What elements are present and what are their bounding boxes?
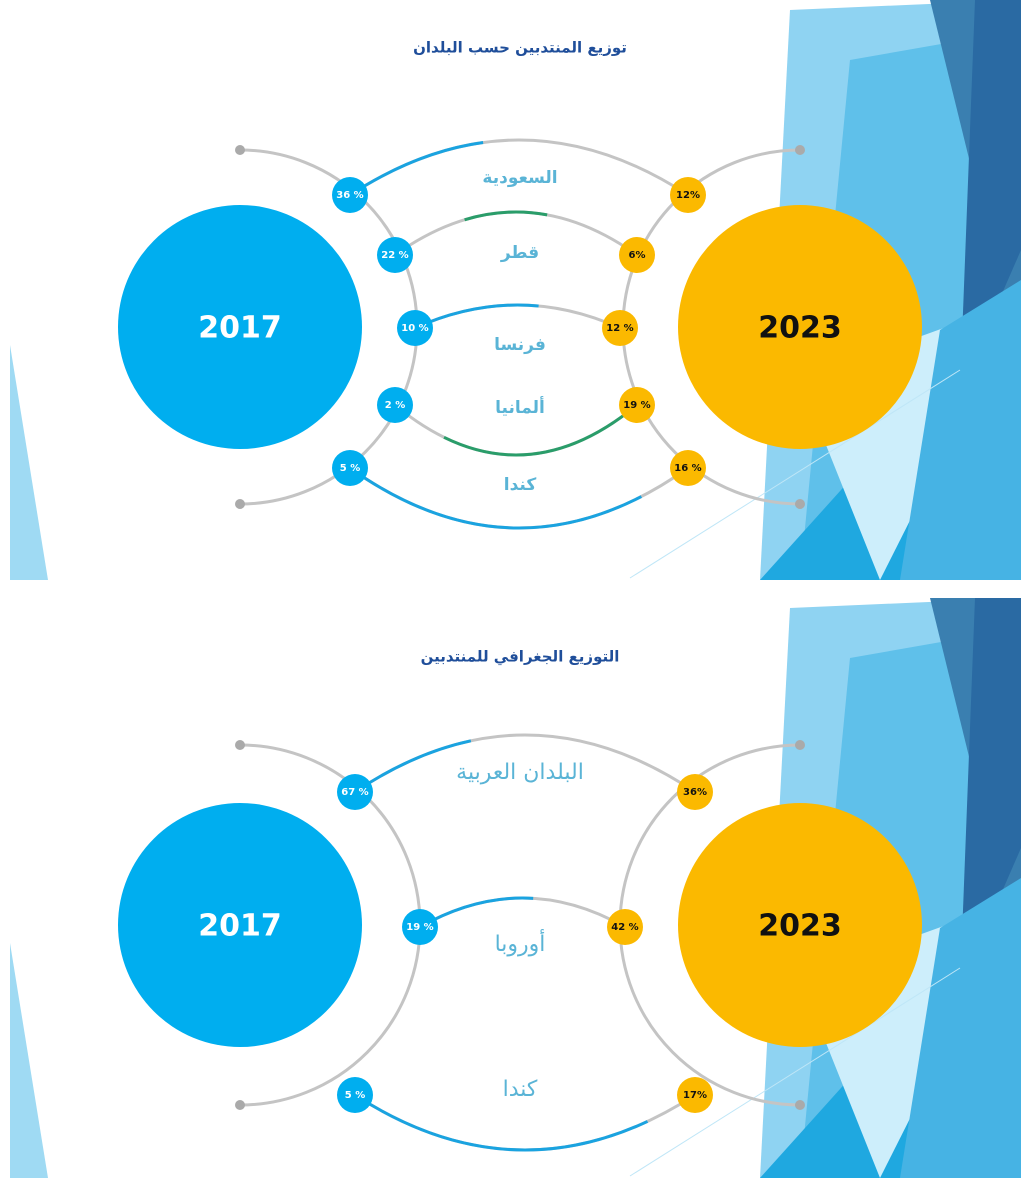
left-year-circle	[118, 803, 362, 1047]
connector-highlight	[354, 1093, 696, 1152]
left-percent: 36 %	[336, 190, 363, 201]
right-badge	[602, 310, 638, 346]
row-name: فرنسا	[494, 335, 546, 355]
end-dot	[235, 1100, 245, 1110]
row-name: البلدان العربية	[456, 760, 584, 785]
right-badge	[677, 774, 713, 810]
slide-title: التوزيع الجغرافي للمنتدبين	[421, 648, 620, 666]
left-badge	[332, 177, 368, 213]
right-badge	[607, 909, 643, 945]
left-badge	[332, 450, 368, 486]
slide-title: توزيع المنتدبين حسب البلدان	[413, 39, 627, 57]
connector-highlight	[419, 896, 626, 929]
right-percent: 6%	[629, 250, 646, 261]
end-dot	[235, 145, 245, 155]
right-badge	[677, 1077, 713, 1113]
right-percent: 42 %	[611, 922, 638, 933]
connector-highlight	[354, 733, 696, 794]
right-percent: 36%	[683, 787, 707, 798]
left-year: 2017	[198, 311, 282, 346]
background-triangle	[960, 0, 1021, 390]
background-line	[629, 967, 961, 1177]
left-badge	[337, 774, 373, 810]
end-dot	[795, 145, 805, 155]
left-percent: 5 %	[345, 1090, 365, 1101]
end-dot	[235, 740, 245, 750]
right-percent: 16 %	[674, 463, 701, 474]
right-year-circle	[678, 803, 922, 1047]
left-year-circle	[118, 205, 362, 449]
right-badge	[670, 450, 706, 486]
background-triangle	[900, 878, 1021, 1178]
background-triangle	[900, 280, 1021, 580]
connector-highlight	[414, 303, 621, 330]
row-name: كندا	[504, 475, 537, 495]
right-percent: 17%	[683, 1090, 707, 1101]
row-name: قطر	[500, 243, 539, 263]
connector-highlight	[394, 210, 638, 257]
row-name: كندا	[503, 1077, 538, 1102]
end-dot	[795, 740, 805, 750]
connector-highlight	[394, 403, 638, 457]
end-dot	[235, 499, 245, 509]
end-dot	[795, 1100, 805, 1110]
left-year: 2017	[198, 909, 282, 944]
left-badge	[402, 909, 438, 945]
right-badge	[619, 387, 655, 423]
right-percent: 12%	[676, 190, 700, 201]
left-percent: 19 %	[406, 922, 433, 933]
left-badge	[337, 1077, 373, 1113]
right-badge	[619, 237, 655, 273]
left-percent: 22 %	[381, 250, 408, 261]
right-year-circle	[678, 205, 922, 449]
end-dot	[795, 499, 805, 509]
connector-highlight	[349, 466, 689, 530]
left-badge	[397, 310, 433, 346]
connector-highlight	[349, 138, 689, 197]
right-badge	[670, 177, 706, 213]
right-percent: 12 %	[606, 323, 633, 334]
left-badge	[377, 237, 413, 273]
row-name: السعودية	[482, 168, 557, 188]
row-name: أوروبا	[495, 929, 546, 957]
right-year: 2023	[758, 909, 842, 944]
background-triangle	[10, 943, 48, 1178]
background-triangle	[960, 598, 1021, 988]
left-percent: 5 %	[340, 463, 360, 474]
right-year: 2023	[758, 311, 842, 346]
row-name: ألمانيا	[495, 396, 545, 418]
left-badge	[377, 387, 413, 423]
left-percent: 2 %	[385, 400, 405, 411]
left-percent: 10 %	[401, 323, 428, 334]
left-percent: 67 %	[341, 787, 368, 798]
background-triangle	[10, 345, 48, 580]
background-line	[629, 369, 961, 579]
right-percent: 19 %	[623, 400, 650, 411]
